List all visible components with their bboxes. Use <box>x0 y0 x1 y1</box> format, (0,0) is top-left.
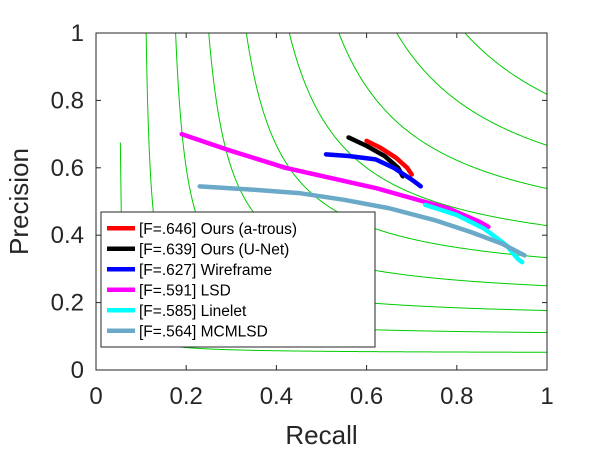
y-tick-label-1: 0 <box>71 357 84 384</box>
series-line-4 <box>179 131 491 230</box>
series-line-1 <box>364 138 414 177</box>
y-axis-label: Precision <box>4 148 34 255</box>
y-tick-label-2: 0.2 <box>51 290 84 317</box>
iso-f-contour-9 <box>464 33 547 95</box>
legend: [F=.646] Ours (a-trous) [F=.639] Ours (U-… <box>100 211 376 348</box>
x-axis-label: Recall <box>285 420 357 450</box>
x-tick-label-2: 0.2 <box>170 383 203 410</box>
legend-label-2: [F=.639] Ours (U-Net) <box>139 241 289 258</box>
series-line-6 <box>197 184 527 258</box>
x-tick-label-5: 0.8 <box>440 383 473 410</box>
axis-ticks: 0 0.2 0.4 0.6 0.8 1 0 0.2 0.4 0.6 0.8 1 <box>51 20 554 410</box>
legend-label-3: [F=.627] Wireframe <box>139 262 272 279</box>
legend-label-5: [F=.585] Linelet <box>139 303 247 320</box>
series-lines <box>179 131 527 265</box>
legend-box <box>100 211 376 348</box>
y-tick-label-6: 1 <box>71 20 84 47</box>
iso-f-contour-8 <box>396 33 547 146</box>
y-tick-label-4: 0.6 <box>51 155 84 182</box>
x-tick-label-3: 0.4 <box>260 383 293 410</box>
x-tick-label-6: 1 <box>540 383 553 410</box>
iso-f-contour-6 <box>288 33 547 227</box>
iso-f-contour-1 <box>119 142 547 353</box>
plot-frame <box>95 32 548 371</box>
iso-f-contour-7 <box>338 33 547 190</box>
y-tick-label-3: 0.4 <box>51 222 84 249</box>
legend-label-1: [F=.646] Ours (a-trous) <box>139 221 297 238</box>
series-line-3 <box>323 152 423 189</box>
legend-label-6: [F=.564] MCMLSD <box>139 323 268 340</box>
x-tick-label-4: 0.6 <box>350 383 383 410</box>
x-tick-label-1: 0 <box>89 383 102 410</box>
series-line-5 <box>422 202 525 265</box>
y-tick-label-5: 0.8 <box>51 87 84 114</box>
legend-label-4: [F=.591] LSD <box>139 282 231 299</box>
